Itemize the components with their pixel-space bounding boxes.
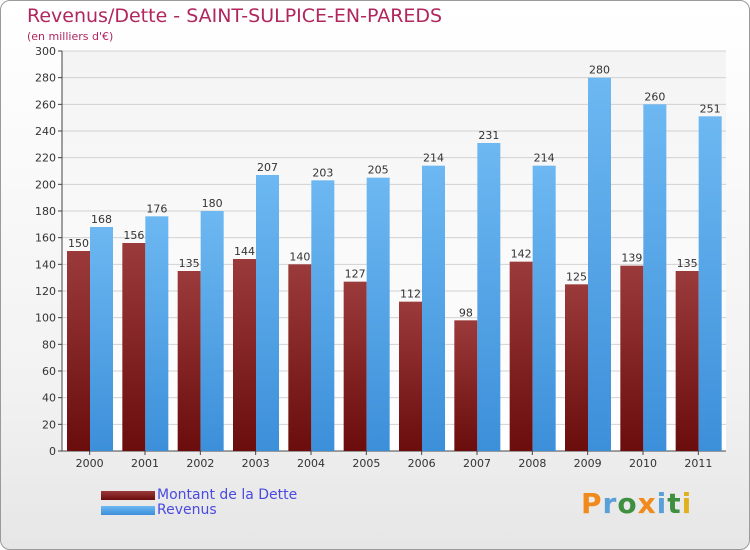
bar-revenus-label: 176 [146, 202, 167, 215]
logo-letter: i [656, 487, 668, 520]
bar-revenus-label: 214 [423, 152, 444, 165]
bar-revenus-label: 207 [257, 161, 278, 174]
y-tick-label: 180 [35, 205, 56, 218]
x-tick-label: 2001 [131, 457, 159, 470]
x-tick-label: 2009 [574, 457, 602, 470]
bar-dette-label: 156 [123, 229, 144, 242]
y-tick-label: 60 [42, 365, 56, 378]
bar-revenus [366, 177, 390, 451]
y-tick-label: 20 [42, 418, 56, 431]
y-tick-label: 120 [35, 285, 56, 298]
bar-revenus-label: 168 [91, 213, 112, 226]
bar-dette-label: 112 [400, 288, 421, 301]
logo-letter: o [617, 487, 638, 520]
y-tick-label: 240 [35, 125, 56, 138]
bar-revenus [477, 143, 501, 451]
y-tick-label: 40 [42, 392, 56, 405]
y-tick-label: 0 [49, 445, 56, 458]
x-tick-label: 2005 [352, 457, 380, 470]
legend-label-dette: Montant de la Dette [157, 487, 298, 503]
bar-dette-label: 139 [621, 252, 642, 265]
bar-dette [343, 281, 367, 451]
logo-letter: r [602, 487, 618, 520]
bar-dette-label: 140 [289, 250, 310, 263]
bar-revenus-label: 214 [534, 152, 555, 165]
bar-dette [454, 320, 478, 451]
y-tick-label: 160 [35, 232, 56, 245]
logo-letter: x [637, 487, 657, 520]
bar-dette [233, 259, 256, 451]
bar-revenus-label: 260 [644, 90, 665, 103]
bar-revenus-label: 280 [589, 64, 610, 77]
x-tick-label: 2004 [297, 457, 325, 470]
bar-dette-label: 144 [234, 245, 255, 258]
x-tick-label: 2002 [186, 457, 214, 470]
chart-subtitle: (en milliers d'€) [27, 30, 114, 43]
bar-dette [399, 301, 422, 451]
bar-revenus [588, 77, 611, 452]
logo-letter: i [681, 487, 693, 520]
bar-revenus [90, 227, 113, 451]
legend-label-revenus: Revenus [157, 502, 217, 518]
bar-dette-label: 98 [459, 306, 473, 319]
plot-area [62, 51, 726, 451]
x-tick-label: 2010 [629, 457, 657, 470]
legend-swatch-revenus [101, 505, 155, 515]
x-tick-label: 2007 [463, 457, 491, 470]
bar-revenus [311, 180, 335, 452]
bar-revenus [422, 165, 445, 451]
bar-revenus-label: 205 [368, 164, 389, 177]
legend-item-revenus: Revenus [101, 502, 217, 518]
logo-letter: t [667, 487, 682, 520]
bar-dette-label: 125 [566, 270, 587, 283]
bar-revenus-label: 203 [312, 166, 333, 179]
y-tick-label: 140 [35, 258, 56, 271]
bar-revenus-label: 180 [202, 197, 223, 210]
y-tick-label: 80 [42, 338, 56, 351]
bar-dette [565, 284, 588, 451]
bar-revenus [256, 175, 279, 451]
legend-item-dette: Montant de la Dette [101, 487, 297, 503]
x-tick-label: 2003 [242, 457, 270, 470]
bar-dette-label: 150 [68, 237, 89, 250]
bar-dette [177, 271, 201, 451]
bar-dette [122, 243, 146, 451]
logo-letter: P [581, 487, 603, 520]
bar-dette [288, 264, 312, 451]
bar-dette [67, 251, 90, 451]
x-tick-label: 2008 [518, 457, 546, 470]
bar-dette [509, 261, 533, 451]
y-tick-label: 220 [35, 152, 56, 165]
bar-revenus [532, 165, 556, 451]
proxiti-logo: Proxiti [581, 487, 692, 520]
bar-revenus-label: 231 [478, 129, 499, 142]
x-tick-label: 2000 [76, 457, 104, 470]
y-tick-label: 280 [35, 72, 56, 85]
y-tick-label: 300 [35, 45, 56, 58]
bar-dette-label: 142 [511, 248, 532, 261]
y-tick-label: 200 [35, 178, 56, 191]
bar-revenus-label: 251 [700, 102, 721, 115]
legend-swatch-dette [101, 490, 155, 500]
bar-revenus [145, 216, 169, 451]
bar-dette [620, 265, 644, 451]
bar-revenus [200, 211, 224, 451]
bar-revenus [698, 116, 722, 451]
y-tick-label: 260 [35, 98, 56, 111]
bar-dette-label: 135 [179, 257, 200, 270]
x-tick-label: 2006 [408, 457, 436, 470]
bar-revenus [643, 104, 667, 451]
y-tick-label: 100 [35, 312, 56, 325]
bar-dette-label: 127 [345, 268, 366, 281]
chart-title: Revenus/Dette - SAINT-SULPICE-EN-PAREDS [27, 5, 443, 27]
bar-dette-label: 135 [677, 257, 698, 270]
x-tick-label: 2011 [684, 457, 712, 470]
bar-dette [675, 271, 699, 451]
